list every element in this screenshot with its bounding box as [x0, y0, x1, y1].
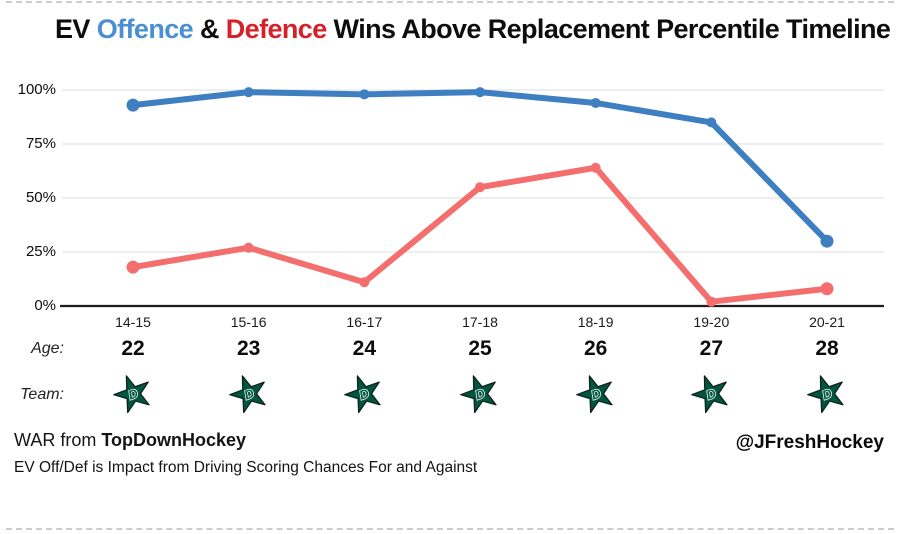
age-value: 28	[815, 337, 839, 360]
dallas-stars-star-logo: D	[339, 370, 389, 418]
y-tick-label: 50%	[25, 189, 56, 206]
dallas-stars-star-logo: D	[571, 370, 621, 418]
y-tick-label: 0%	[34, 297, 56, 314]
chart-title: EV Offence & Defence Wins Above Replacem…	[55, 14, 891, 45]
dallas-stars-star-logo: D	[224, 370, 274, 418]
data-point	[243, 87, 254, 98]
data-point	[590, 97, 601, 108]
x-tick-season-label: 18-19	[577, 314, 614, 330]
war-source-line: WAR from TopDownHockey	[14, 430, 246, 451]
title-defence: Defence	[225, 14, 327, 44]
ev-definition-note: EV Off/Def is Impact from Driving Scorin…	[14, 459, 478, 476]
war-prefix-text: WAR from	[14, 430, 97, 450]
author-credit: @JFreshHockey	[735, 432, 884, 453]
data-point	[359, 277, 370, 288]
series-line-offence	[130, 89, 830, 245]
data-point	[126, 98, 140, 112]
x-tick-season-label: 20-21	[809, 314, 845, 330]
data-point	[820, 234, 834, 248]
data-point	[820, 282, 834, 296]
age-value: 24	[352, 337, 376, 360]
y-tick-label: 100%	[17, 81, 56, 98]
x-tick-season-label: 19-20	[693, 314, 730, 330]
data-point	[359, 89, 370, 100]
team-row-label: Team:	[20, 386, 64, 403]
age-value: 26	[583, 337, 608, 360]
data-point	[706, 117, 717, 128]
war-source-name: TopDownHockey	[101, 430, 247, 450]
dashed-border-top	[6, 1, 894, 3]
data-point	[590, 162, 601, 173]
age-value: 23	[236, 337, 261, 360]
x-tick-season-label: 14-15	[115, 314, 151, 330]
age-row-label: Age:	[31, 340, 64, 357]
y-tick-label: 25%	[25, 243, 56, 260]
dallas-stars-star-logo: D	[802, 370, 852, 418]
y-tick-label: 75%	[25, 135, 56, 152]
dallas-stars-star-logo: D	[455, 370, 505, 418]
age-value: 27	[699, 337, 723, 360]
title-rest: Wins Above Replacement Percentile Timeli…	[333, 14, 891, 44]
title-ev: EV	[55, 14, 90, 44]
x-tick-season-label: 15-16	[230, 314, 267, 330]
data-point	[243, 242, 254, 253]
dallas-stars-star-logo: D	[108, 370, 158, 418]
dashed-border-bottom	[6, 528, 894, 530]
title-ampersand: &	[199, 14, 220, 44]
data-point	[126, 260, 140, 274]
title-offence: Offence	[96, 14, 194, 44]
age-value: 22	[121, 337, 145, 360]
x-tick-season-label: 16-17	[346, 314, 383, 330]
dallas-stars-star-logo: D	[686, 370, 736, 418]
age-value: 25	[468, 337, 492, 360]
data-point	[706, 296, 717, 307]
x-tick-season-label: 17-18	[462, 314, 498, 330]
data-point	[475, 87, 485, 98]
data-point	[475, 182, 485, 193]
